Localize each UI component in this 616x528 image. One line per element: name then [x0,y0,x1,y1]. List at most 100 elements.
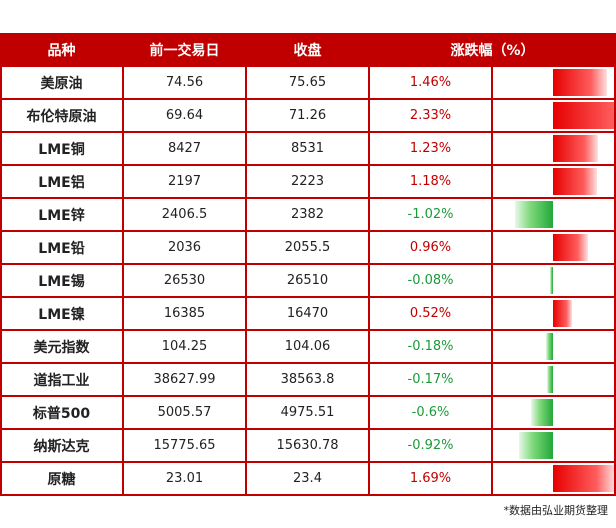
column-divider [491,66,493,495]
change-cell: 0.52% [409,306,452,321]
table-row: 美原油 74.56 75.65 1.46% [0,66,616,99]
change-cell: -0.08% [407,273,454,288]
change-bar-cell [492,363,616,396]
footnote: *数据由弘业期货整理 [503,504,609,517]
change-bar [553,135,599,162]
row-divider [0,65,616,67]
close-cell: 16470 [286,306,329,321]
header-variety: 品种 [47,42,76,59]
change-bar-cell [492,330,616,363]
row-divider [0,131,616,133]
table-row: 布伦特原油 69.64 71.26 2.33% [0,99,616,132]
table-row: LME锌 2406.5 2382 -1.02% [0,198,616,231]
change-cell: -0.17% [407,372,454,387]
prev-day-cell: 8427 [167,141,202,156]
change-bar-cell [492,396,616,429]
change-cell: 0.96% [409,240,452,255]
prev-day-cell: 16385 [163,306,206,321]
close-cell: 26510 [286,273,329,288]
row-divider [0,362,616,364]
prev-day-cell: 104.25 [161,339,208,354]
row-divider [0,395,616,397]
row-divider [0,164,616,166]
close-cell: 23.4 [293,471,322,486]
change-cell: -0.92% [407,438,454,453]
table-row: 美元指数 104.25 104.06 -0.18% [0,330,616,363]
change-cell: 1.46% [409,75,452,90]
row-divider [0,98,616,100]
change-cell: -0.18% [407,339,454,354]
change-bar-cell [492,264,616,297]
column-divider [245,33,247,495]
change-bar [553,300,573,327]
change-cell: -0.6% [411,405,450,420]
prev-day-cell: 74.56 [165,75,204,90]
change-bar [515,201,553,228]
variety-cell: 道指工业 [33,372,90,389]
variety-cell: 布伦特原油 [26,108,97,125]
close-cell: 104.06 [284,339,331,354]
change-bar [530,399,553,426]
table-row: LME铝 2197 2223 1.18% [0,165,616,198]
change-cell: 1.69% [409,471,452,486]
futures-table: 品种 前一交易日 收盘 涨跌幅（%） 美原油 74.56 75.65 1.46% 布伦特… [0,33,616,496]
close-cell: 15630.78 [276,438,339,453]
table-row: LME铜 8427 8531 1.23% [0,132,616,165]
prev-day-cell: 26530 [163,273,206,288]
table-row: LME镍 16385 16470 0.52% [0,297,616,330]
change-bar [553,69,607,96]
change-bar [546,366,553,393]
row-divider [0,197,616,199]
variety-cell: 美元指数 [33,339,90,356]
prev-day-cell: 15775.65 [153,438,216,453]
close-cell: 2382 [290,207,325,222]
change-bar [553,465,616,492]
row-divider [0,230,616,232]
header-prev-day: 前一交易日 [149,42,220,59]
row-divider [0,494,616,496]
prev-day-cell: 2406.5 [161,207,208,222]
column-divider [368,33,370,495]
prev-day-cell: 69.64 [165,108,204,123]
variety-cell: 纳斯达克 [33,438,90,455]
change-bar-cell [492,429,616,462]
row-divider [0,296,616,298]
variety-cell: 原糖 [47,471,76,488]
table-row: 原糖 23.01 23.4 1.69% [0,462,616,495]
row-divider [0,461,616,463]
prev-day-cell: 2036 [167,240,202,255]
change-bar [553,102,616,129]
close-cell: 38563.8 [280,372,335,387]
table-row: LME锡 26530 26510 -0.08% [0,264,616,297]
change-bar [550,267,553,294]
change-bar [546,333,553,360]
prev-day-cell: 38627.99 [153,372,216,387]
change-bar [553,234,589,261]
close-cell: 2055.5 [284,240,331,255]
change-bar [553,168,597,195]
header-row: 品种 前一交易日 收盘 涨跌幅（%） [0,33,616,66]
close-cell: 2223 [290,174,325,189]
prev-day-cell: 5005.57 [157,405,212,420]
prev-day-cell: 23.01 [165,471,204,486]
change-cell: 2.33% [409,108,452,123]
column-divider [0,33,2,495]
variety-cell: LME铅 [38,240,85,257]
close-cell: 71.26 [288,108,327,123]
row-divider [0,329,616,331]
prev-day-cell: 2197 [167,174,202,189]
table-row: 道指工业 38627.99 38563.8 -0.17% [0,363,616,396]
change-bar [519,432,553,459]
row-divider [0,428,616,430]
close-cell: 75.65 [288,75,327,90]
table-row: 纳斯达克 15775.65 15630.78 -0.92% [0,429,616,462]
variety-cell: 美原油 [40,75,83,92]
close-cell: 4975.51 [280,405,335,420]
variety-cell: LME锌 [38,207,85,224]
change-bar-cell [492,198,616,231]
header-change: 涨跌幅（%） [450,42,535,59]
variety-cell: LME锡 [38,273,85,290]
table-row: LME铅 2036 2055.5 0.96% [0,231,616,264]
header-close: 收盘 [293,42,322,59]
change-cell: 1.18% [409,174,452,189]
